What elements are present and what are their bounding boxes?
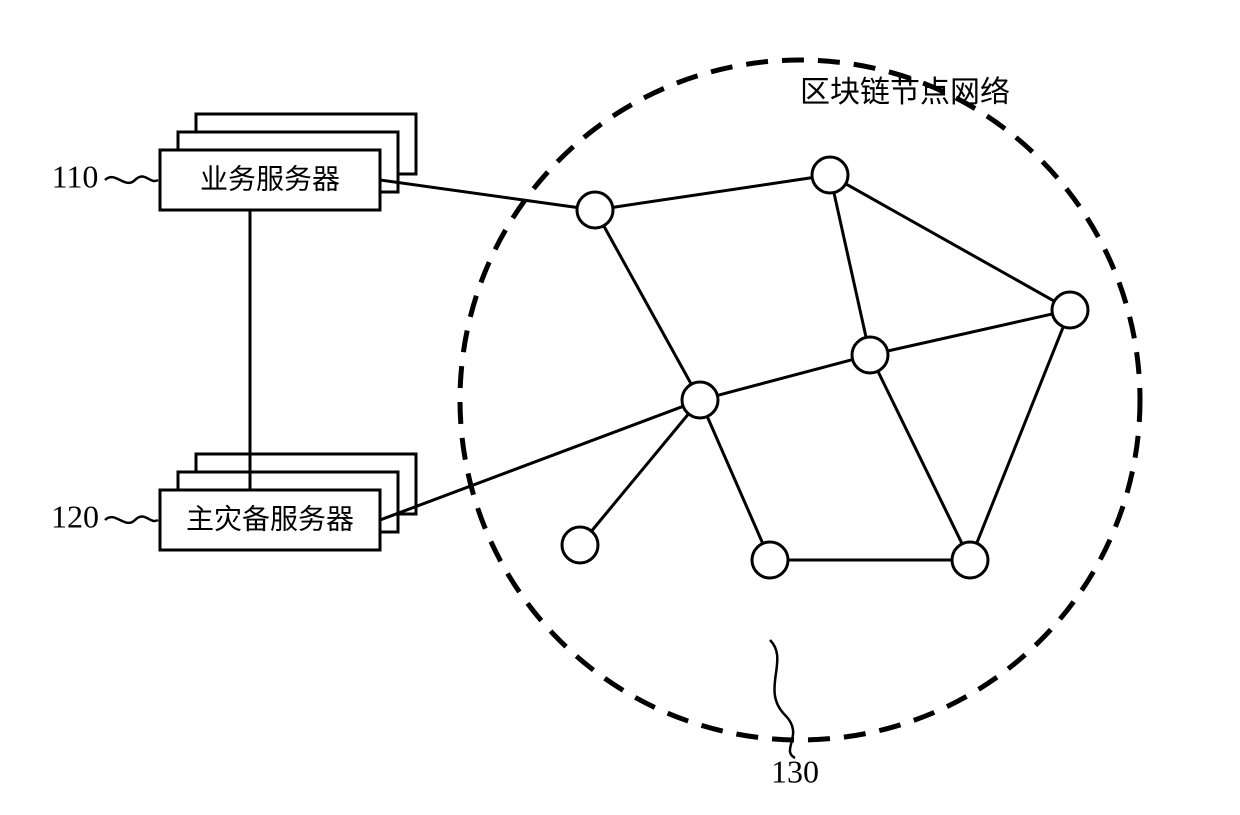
dr-server-label: 主灾备服务器 [186,503,354,535]
node-D [852,337,888,373]
dr-server-ref-connector [105,516,158,522]
edge-E-H [977,327,1064,544]
node-H [952,542,988,578]
node-C [682,382,718,418]
edge-C-D [717,360,852,396]
node-E [1052,292,1088,328]
edge-B-E [846,184,1055,301]
node-A [577,192,613,228]
network-ref: 130 [771,753,819,789]
link-business-to-network [380,180,577,208]
link-dr-to-network [380,406,683,520]
node-G [752,542,788,578]
edge-C-G [707,416,763,543]
edge-B-D [834,193,866,338]
business-server-label: 业务服务器 [200,163,340,195]
edge-A-B [613,178,812,208]
business-server-ref: 110 [52,158,99,194]
node-F [562,527,598,563]
network-boundary-circle [460,60,1140,740]
dr-server-ref: 120 [51,498,99,534]
edge-C-F [591,414,688,531]
edge-A-C [604,226,692,384]
edge-D-E [888,314,1053,351]
edge-D-H [878,371,962,544]
node-B [812,157,848,193]
network-title: 区块链节点网络 [800,76,1010,109]
business-server-ref-connector [105,176,158,182]
